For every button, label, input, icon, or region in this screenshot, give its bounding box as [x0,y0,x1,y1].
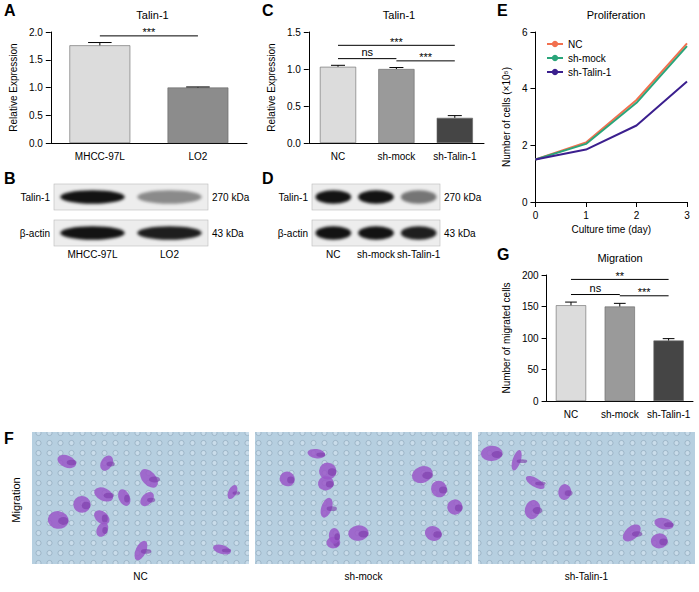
html-text:A: A [4,2,16,19]
svg-text:NC: NC [326,249,340,260]
svg-text:NC: NC [133,571,147,582]
svg-text:β-actin: β-actin [20,228,50,239]
svg-text:sh-Talin-1: sh-Talin-1 [433,151,477,162]
svg-text:0.0: 0.0 [29,138,43,149]
svg-text:MHCC-97L: MHCC-97L [75,151,125,162]
svg-text:***: *** [638,286,652,298]
svg-text:sh-mock: sh-mock [568,53,607,64]
svg-text:270 kDa: 270 kDa [212,192,250,203]
html-text:B: B [4,170,16,187]
svg-text:Number of cells (×10⁵): Number of cells (×10⁵) [501,67,512,167]
svg-text:sh-mock: sh-mock [378,151,417,162]
svg-text:Talin-1: Talin-1 [21,192,51,203]
svg-text:1.0: 1.0 [287,64,301,75]
svg-text:**: ** [616,270,625,282]
svg-text:LO2: LO2 [160,249,179,260]
svg-text:0: 0 [533,396,539,407]
html-text:G: G [497,246,510,263]
html-text:F: F [4,430,14,447]
svg-text:150: 150 [522,301,539,312]
svg-text:0: 0 [522,197,528,208]
svg-text:2.0: 2.0 [29,27,43,38]
svg-text:sh-Talin-1: sh-Talin-1 [397,249,441,260]
svg-text:Relative Expression: Relative Expression [8,43,19,131]
svg-text:6: 6 [522,27,528,38]
svg-text:270 kDa: 270 kDa [444,192,482,203]
svg-text:NC: NC [568,39,582,50]
svg-text:0.0: 0.0 [287,138,301,149]
svg-text:Proliferation: Proliferation [587,9,646,21]
svg-text:1: 1 [583,210,589,221]
svg-text:ns: ns [590,282,602,294]
svg-text:0.5: 0.5 [287,101,301,112]
svg-text:1.0: 1.0 [29,82,43,93]
svg-text:Migration: Migration [10,477,22,522]
svg-text:1.5: 1.5 [29,54,43,65]
svg-text:Talin-1: Talin-1 [136,9,168,21]
svg-text:200: 200 [522,270,539,281]
svg-text:NC: NC [564,409,578,420]
svg-text:LO2: LO2 [188,151,207,162]
svg-text:Talin-1: Talin-1 [279,192,309,203]
svg-text:sh-mock: sh-mock [345,571,384,582]
svg-text:0.5: 0.5 [29,110,43,121]
svg-text:MHCC-97L: MHCC-97L [67,249,117,260]
svg-text:Number of migrated cells: Number of migrated cells [501,282,512,393]
svg-text:4: 4 [522,83,528,94]
svg-text:1.5: 1.5 [287,27,301,38]
svg-text:43 kDa: 43 kDa [212,228,244,239]
svg-text:2: 2 [634,210,640,221]
svg-text:NC: NC [331,151,345,162]
html-text:C: C [262,2,274,19]
svg-text:***: *** [419,51,433,63]
svg-text:Talin-1: Talin-1 [383,9,415,21]
svg-text:0: 0 [533,210,539,221]
svg-text:sh-mock: sh-mock [601,409,640,420]
svg-text:Relative Expression: Relative Expression [266,43,277,131]
svg-text:50: 50 [527,364,539,375]
svg-text:sh-Talin-1: sh-Talin-1 [647,409,691,420]
html-text:E: E [497,2,508,19]
svg-text:sh-Talin-1: sh-Talin-1 [565,571,609,582]
svg-text:Culture time (day): Culture time (day) [571,224,650,235]
svg-text:100: 100 [522,333,539,344]
svg-text:β-actin: β-actin [278,228,308,239]
svg-text:43 kDa: 43 kDa [444,228,476,239]
svg-text:Migration: Migration [597,252,642,264]
svg-text:ns: ns [361,46,373,58]
html-text:D: D [262,170,274,187]
svg-text:2: 2 [522,140,528,151]
svg-text:***: *** [142,26,156,38]
svg-text:sh-mock: sh-mock [357,249,396,260]
svg-text:***: *** [390,36,404,48]
svg-text:3: 3 [684,210,690,221]
svg-text:sh-Talin-1: sh-Talin-1 [568,67,612,78]
